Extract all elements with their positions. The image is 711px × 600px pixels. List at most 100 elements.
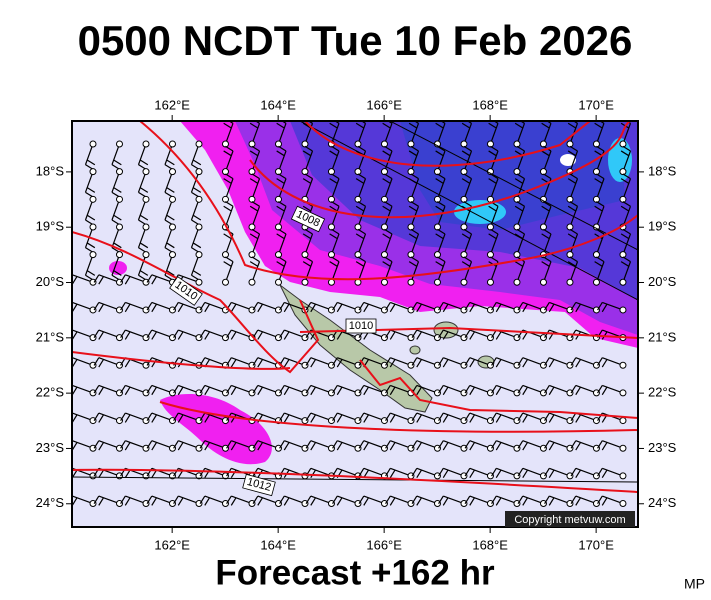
barb-feather <box>435 261 444 267</box>
barb-feather <box>384 201 393 207</box>
barb-feather <box>384 145 393 152</box>
barb-feather <box>442 414 449 423</box>
barb-feather <box>225 173 234 180</box>
barb-feather <box>151 414 158 423</box>
barb-feather <box>146 274 153 283</box>
barb-staff <box>231 301 253 311</box>
barb-feather <box>575 359 581 368</box>
station <box>195 140 203 148</box>
barb-staff <box>137 143 147 165</box>
barb-feather <box>570 385 577 394</box>
barb-staff <box>443 357 465 366</box>
station <box>115 195 123 203</box>
barb-staff <box>178 495 200 505</box>
barb-feather <box>385 495 391 504</box>
barb-feather <box>72 442 78 451</box>
barb-feather <box>124 386 131 396</box>
barb-staff <box>383 233 393 255</box>
barb-feather <box>223 122 232 129</box>
wind-barb <box>570 357 600 369</box>
barb-feather <box>514 178 524 184</box>
station <box>142 251 150 259</box>
barb-feather <box>464 385 471 394</box>
barb-feather <box>226 440 232 449</box>
barb-feather <box>543 256 552 263</box>
barb-feather <box>72 303 78 313</box>
barb-staff <box>337 384 359 394</box>
barb-staff <box>549 301 571 311</box>
barb-feather <box>488 233 497 240</box>
wind-barb <box>358 412 388 425</box>
barb-staff <box>257 467 279 477</box>
barb-feather <box>411 495 418 504</box>
barb-staff <box>569 261 579 283</box>
barb-feather <box>522 442 529 451</box>
wind-barb <box>597 301 627 314</box>
barb-feather <box>435 205 444 212</box>
barb-staff <box>231 384 253 394</box>
barb-feather <box>358 495 365 504</box>
barb-feather <box>389 497 396 506</box>
barb-feather <box>408 205 418 212</box>
barb-feather <box>438 412 444 422</box>
barb-feather <box>491 440 497 449</box>
barb-feather <box>331 173 340 180</box>
barb-feather <box>230 303 237 313</box>
barb-staff <box>310 495 332 505</box>
barb-feather <box>199 357 206 366</box>
barb-feather <box>283 442 290 451</box>
wind-barb <box>411 329 441 342</box>
barb-feather <box>464 440 471 449</box>
barb-feather <box>385 412 391 422</box>
isobar <box>299 121 638 301</box>
barb-feather <box>98 303 105 313</box>
barb-staff <box>569 233 579 255</box>
barb-feather <box>173 385 179 394</box>
barb-feather <box>72 414 78 423</box>
barb-staff <box>125 301 147 311</box>
barb-staff <box>522 301 544 311</box>
barb-feather <box>230 386 237 396</box>
barb-staff <box>137 171 147 193</box>
barb-feather <box>382 261 391 267</box>
barb-feather <box>305 412 312 422</box>
barb-staff <box>443 412 465 422</box>
wind-barb <box>221 256 234 286</box>
wind-barb <box>486 121 499 148</box>
barb-feather <box>382 205 391 212</box>
barb-feather <box>416 359 423 368</box>
wind-barb <box>407 256 420 286</box>
wind-barb <box>544 301 574 314</box>
wind-barb <box>433 145 446 176</box>
barb-staff <box>257 357 279 366</box>
barb-staff <box>522 440 544 449</box>
station <box>168 168 176 176</box>
barb-feather <box>461 178 471 184</box>
barb-feather <box>310 359 317 368</box>
barb-feather <box>567 178 577 184</box>
barb-feather <box>594 205 603 212</box>
barb-staff <box>602 495 624 505</box>
barb-staff <box>257 495 279 505</box>
lat-label: 24°S <box>36 495 65 510</box>
lon-label: 162°E <box>154 97 190 112</box>
barb-staff <box>337 467 359 477</box>
barb-feather <box>331 228 340 235</box>
wind-barb <box>354 145 367 176</box>
barb-feather <box>389 303 396 313</box>
barb-staff <box>390 357 412 366</box>
barb-feather <box>93 385 100 394</box>
barb-feather <box>257 386 264 396</box>
barb-staff <box>622 178 632 200</box>
barb-feather <box>331 145 340 152</box>
barb-feather <box>120 385 126 394</box>
isobar <box>389 121 638 251</box>
barb-feather <box>307 121 313 124</box>
barb-feather <box>416 497 423 506</box>
wind-barb <box>491 440 521 452</box>
barb-staff <box>178 412 200 422</box>
lon-label: 166°E <box>366 97 402 112</box>
lat-label: 22°S <box>648 385 677 400</box>
barb-staff <box>98 274 120 283</box>
barb-feather <box>223 205 232 212</box>
